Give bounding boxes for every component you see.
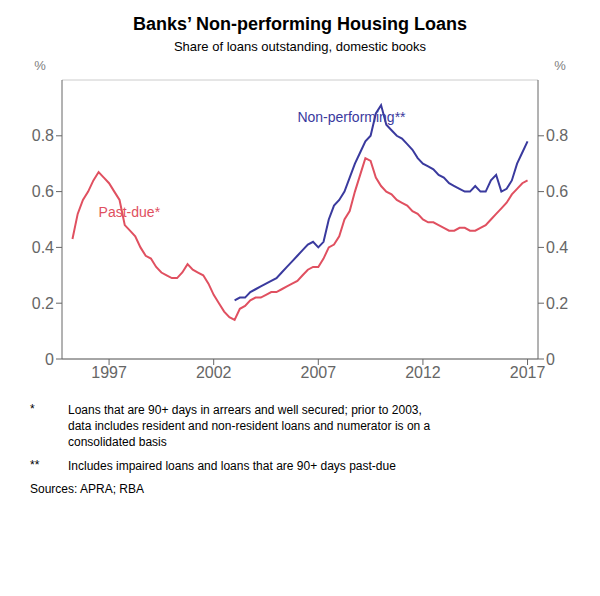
svg-text:2002: 2002 [196, 364, 232, 381]
svg-text:0.6: 0.6 [546, 183, 568, 200]
svg-text:Past-due*: Past-due* [99, 204, 161, 220]
svg-text:2007: 2007 [301, 364, 337, 381]
svg-text:0.8: 0.8 [32, 127, 54, 144]
svg-text:2012: 2012 [405, 364, 441, 381]
svg-text:Non-performing**: Non-performing** [297, 109, 406, 125]
svg-text:%: % [554, 58, 566, 73]
html-text:Banks’ Non-performing Housing: Banks’ Non-performing Housing Loans [133, 14, 467, 34]
html-text:Includes impaired loans and lo: Includes impaired loans and loans that a… [68, 459, 396, 473]
svg-text:1997: 1997 [91, 364, 127, 381]
svg-text:0.4: 0.4 [32, 239, 54, 256]
html-text:Loans that are 90+ days in arr: Loans that are 90+ days in arrears and w… [68, 403, 431, 449]
html-text:Share of loans outstanding, do: Share of loans outstanding, domestic boo… [173, 39, 427, 54]
svg-text:0: 0 [45, 351, 54, 368]
svg-text:%: % [34, 58, 46, 73]
svg-text:0.8: 0.8 [546, 127, 568, 144]
svg-text:0: 0 [546, 351, 555, 368]
svg-text:0.2: 0.2 [32, 295, 54, 312]
svg-text:0.6: 0.6 [32, 183, 54, 200]
svg-text:0.2: 0.2 [546, 295, 568, 312]
svg-text:2017: 2017 [510, 364, 546, 381]
svg-text:0.4: 0.4 [546, 239, 568, 256]
html-text:Sources: APRA; RBA: Sources: APRA; RBA [30, 482, 144, 496]
